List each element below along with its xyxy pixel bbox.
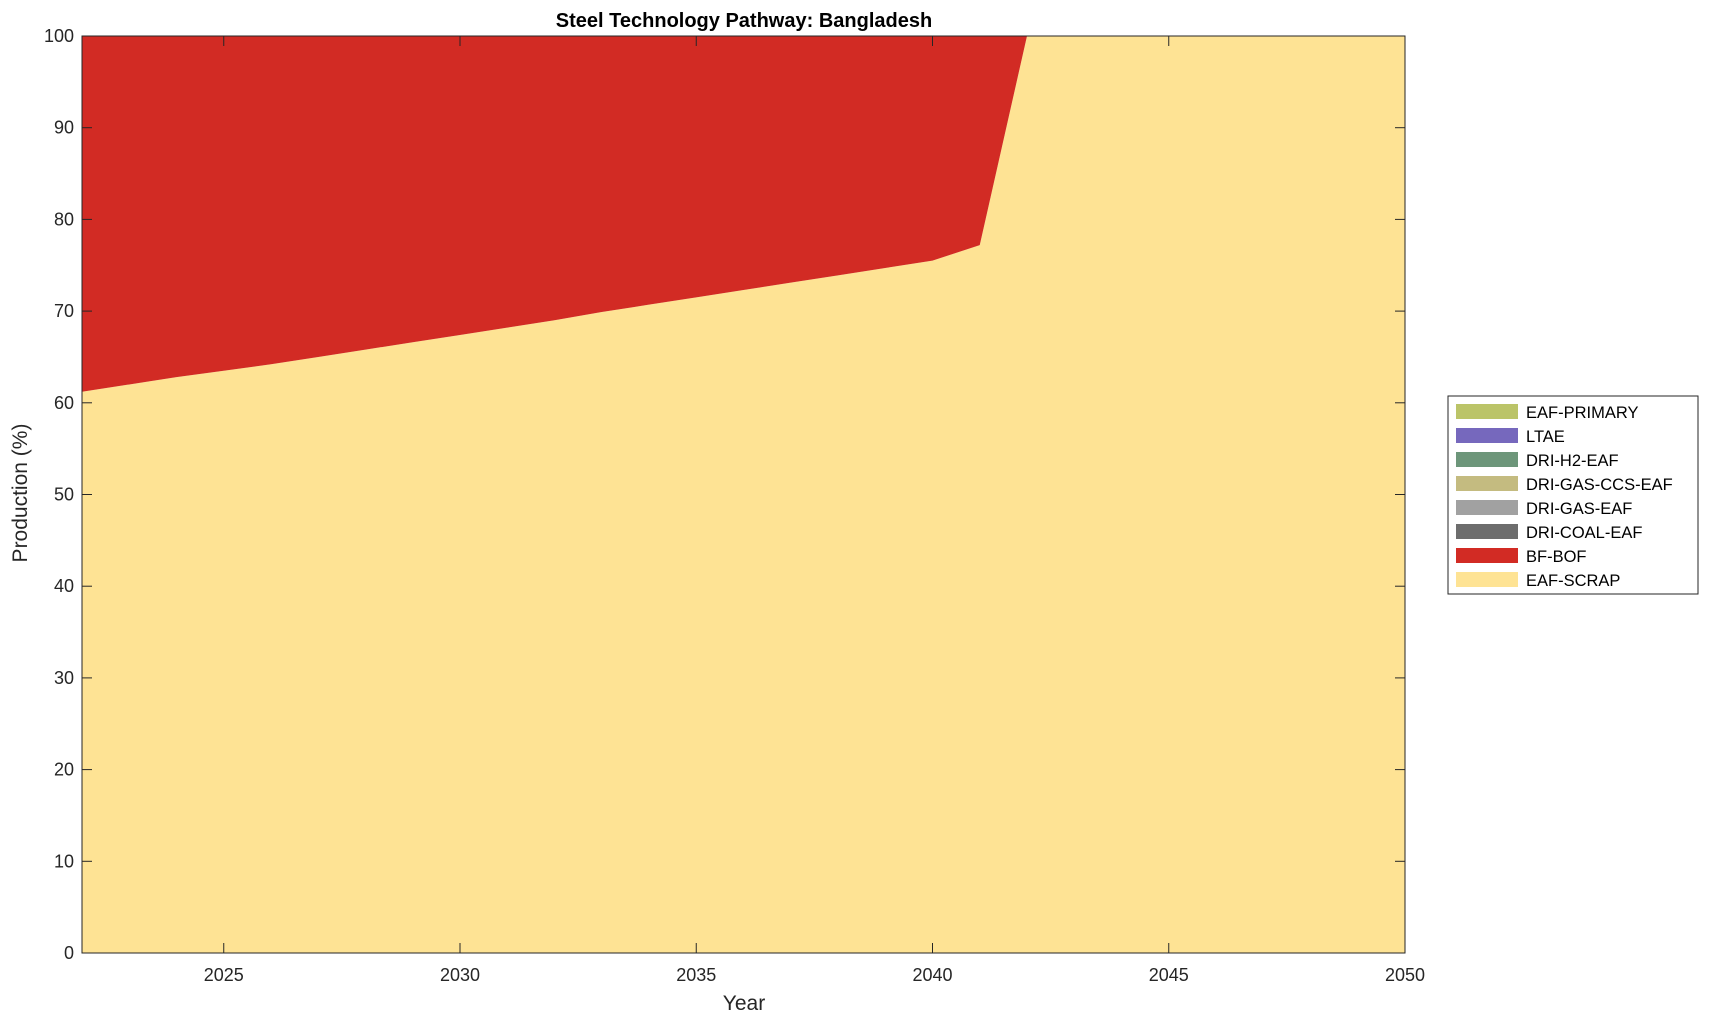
x-tick-label: 2030 (440, 965, 480, 985)
legend-swatch-dri-coal-eaf (1456, 524, 1518, 539)
y-tick-label: 30 (54, 668, 74, 688)
y-tick-label: 10 (54, 851, 74, 871)
chart-title: Steel Technology Pathway: Bangladesh (556, 10, 932, 32)
x-tick-label: 2040 (912, 965, 952, 985)
legend-label-dri-coal-eaf: DRI-COAL-EAF (1526, 524, 1642, 542)
legend-swatch-dri-h2-eaf (1456, 452, 1518, 467)
x-tick-label: 2045 (1149, 965, 1189, 985)
y-tick-label: 50 (54, 485, 74, 505)
x-tick-label: 2050 (1385, 965, 1425, 985)
legend-swatch-eaf-scrap (1456, 572, 1518, 587)
axes: 2025 2030 2035 2040 2045 20500102030405060708… (44, 26, 1425, 985)
y-tick-label: 100 (44, 26, 74, 46)
legend-label-dri-gas-ccs-eaf: DRI-GAS-CCS-EAF (1526, 476, 1673, 494)
y-tick-label: 40 (54, 576, 74, 596)
legend-swatch-dri-gas-eaf (1456, 500, 1518, 515)
legend-swatch-dri-gas-ccs-eaf (1456, 476, 1518, 491)
legend-label-bf-bof: BF-BOF (1526, 548, 1587, 566)
y-tick-label: 20 (54, 760, 74, 780)
legend-label-eaf-primary: EAF-PRIMARY (1526, 404, 1638, 422)
legend-swatch-eaf-primary (1456, 404, 1518, 419)
x-tick-label: 2025 (204, 965, 244, 985)
legend-label-eaf-scrap: EAF-SCRAP (1526, 572, 1620, 590)
area-bf-bof (82, 36, 1405, 392)
y-tick-label: 0 (64, 943, 74, 963)
legend-label-ltae: LTAE (1526, 428, 1565, 446)
legend-swatch-bf-bof (1456, 548, 1518, 563)
plot-areas (82, 36, 1405, 953)
y-tick-label: 80 (54, 209, 74, 229)
x-tick-label: 2035 (676, 965, 716, 985)
y-tick-label: 60 (54, 393, 74, 413)
y-tick-label: 70 (54, 301, 74, 321)
x-axis-title: Year (723, 992, 765, 1015)
legend-label-dri-h2-eaf: DRI-H2-EAF (1526, 452, 1619, 470)
legend-label-dri-gas-eaf: DRI-GAS-EAF (1526, 500, 1632, 518)
legend-swatch-ltae (1456, 428, 1518, 443)
y-tick-label: 90 (54, 118, 74, 138)
legend: EAF-PRIMARY LTAE DRI-H2-EAF DRI-GAS-CCS-EAF… (1447, 395, 1699, 595)
y-axis-title: Production (%) (9, 424, 32, 563)
area-eaf-scrap (82, 36, 1405, 953)
